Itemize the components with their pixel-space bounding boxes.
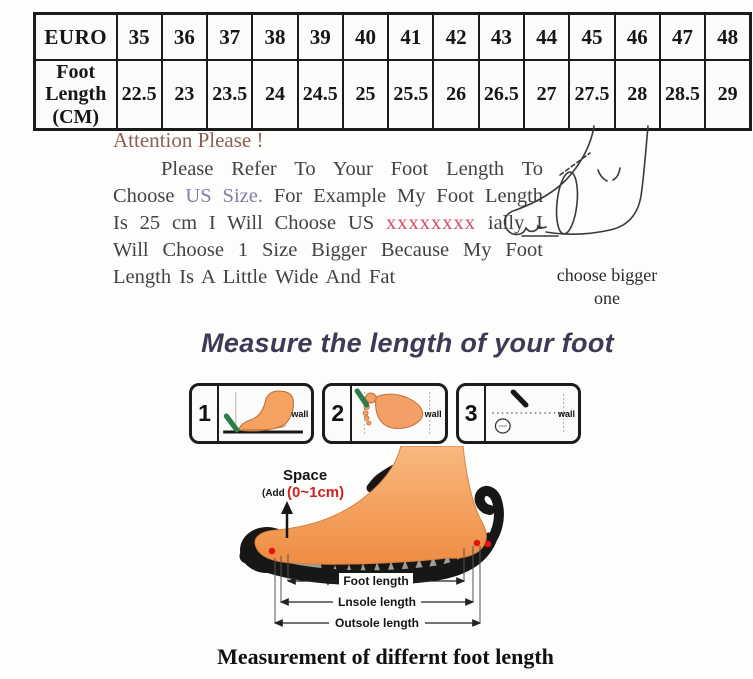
- euro-size-cell: 39: [296, 12, 344, 61]
- table-row-foot-length: Foot Length (CM) 22.5 23 23.5 24 24.5 25…: [33, 59, 752, 131]
- measure-section-title: Measure the length of your foot: [201, 328, 614, 358]
- euro-header-cell: EURO: [33, 12, 118, 61]
- euro-size-cell: 37: [206, 12, 254, 61]
- measure-point-markers: [268, 539, 492, 555]
- footprint-outline-icon: [354, 388, 431, 434]
- insole-length-label: Lnsole length: [338, 595, 416, 609]
- foot-length-header-cell: Foot Length (CM): [33, 59, 118, 131]
- step-number: 2: [325, 386, 353, 441]
- euro-size-cell: 38: [251, 12, 299, 61]
- measure-step-2: 2 wall: [322, 383, 448, 444]
- foot-length-cell: 24.5: [296, 59, 344, 131]
- step-number: 3: [459, 386, 486, 441]
- add-range-label: (0~1cm): [287, 484, 344, 501]
- foot-length-cell: 23.5: [206, 59, 254, 131]
- attention-text-1: Please Refer To Your Foot Length To Choo…: [113, 158, 543, 207]
- euro-size-cell: 35: [115, 12, 163, 61]
- diagram-caption: Measurement of differnt foot length: [217, 644, 554, 669]
- foot-side-against-wall-icon: [223, 390, 303, 434]
- attention-text-2: For Example My Foot Length Is 25 cm I Wi…: [113, 185, 544, 234]
- attention-text-3: ially I Will Choose 1 Size Bigger Becaus…: [113, 212, 543, 288]
- attention-heading: Attention Please !: [113, 128, 264, 152]
- wall-label: wall: [291, 408, 309, 419]
- euro-size-cell: 45: [568, 12, 616, 61]
- outsole-length-label: Outsole length: [335, 616, 419, 630]
- euro-size-cell: 47: [658, 12, 707, 61]
- foot-length-cell: 26.5: [477, 59, 526, 131]
- size-conversion-table: EURO 35 36 37 38 39 40 41 42 43 44 45 46…: [33, 12, 752, 132]
- foot-length-cell: 27: [523, 59, 571, 131]
- wall-label: wall: [424, 408, 442, 419]
- measure-distance-icon: [491, 389, 568, 434]
- space-label: Space: [283, 467, 327, 484]
- foot-shape: [254, 446, 487, 565]
- attention-note: Attention Please ! Please Refer To Your …: [113, 128, 543, 291]
- us-size-text: US Size.: [185, 185, 263, 207]
- wall-label: wall: [557, 408, 575, 419]
- measure-step-1: 1 wall: [189, 383, 315, 444]
- foot-measure-sketch-icon: [503, 125, 649, 237]
- add-label: (Add: [262, 488, 285, 499]
- foot-length-cell: 27.5: [568, 59, 616, 131]
- choose-bigger-note: choose bigger one: [556, 265, 658, 308]
- table-row-euro: EURO 35 36 37 38 39 40 41 42 43 44 45 46…: [33, 12, 752, 61]
- redacted-size-text: xxxxxxxx: [386, 212, 477, 234]
- euro-size-cell: 41: [387, 12, 435, 61]
- foot-length-cell: 29: [704, 59, 752, 131]
- euro-size-cell: 46: [613, 12, 661, 61]
- attention-body: Please Refer To Your Foot Length To Choo…: [113, 156, 543, 291]
- foot-length-cell: 26: [432, 59, 480, 131]
- foot-length-cell: 23: [160, 59, 209, 131]
- euro-size-cell: 43: [477, 12, 526, 61]
- foot-length-cell: 25.5: [387, 59, 435, 131]
- foot-length-cell: 24: [251, 59, 299, 131]
- euro-size-cell: 44: [523, 12, 571, 61]
- foot-length-cell: 25: [341, 59, 390, 131]
- foot-length-cell: 22.5: [115, 59, 163, 131]
- foot-length-label: Foot length: [343, 574, 408, 588]
- measuring-steps: 1 wall 2 wall: [189, 383, 581, 444]
- foot-length-cell: 28.5: [658, 59, 707, 131]
- step-number: 1: [192, 386, 219, 441]
- measure-guide-lines: [274, 546, 481, 623]
- shoe-cross-section-diagram: Space (Add (0~1cm) Foot length Lnsole le…: [239, 446, 504, 630]
- euro-size-cell: 36: [160, 12, 209, 61]
- euro-size-cell: 42: [432, 12, 480, 61]
- euro-size-cell: 48: [704, 12, 752, 61]
- measure-step-3: 3 wall: [455, 383, 581, 444]
- foot-length-cell: 28: [613, 59, 661, 131]
- euro-size-cell: 40: [341, 12, 390, 61]
